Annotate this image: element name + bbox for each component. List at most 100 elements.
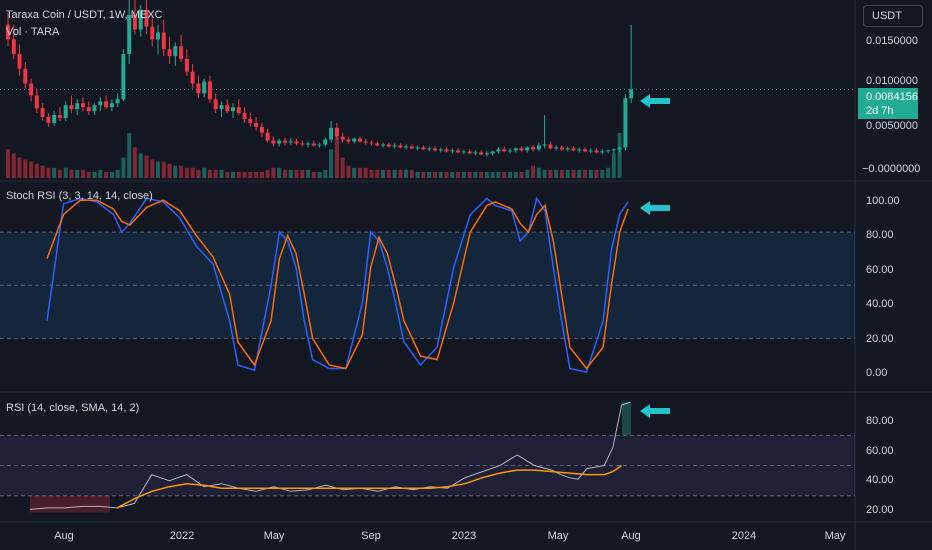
volume-bar bbox=[86, 171, 91, 178]
volume-bar bbox=[127, 133, 132, 178]
volume-bar bbox=[196, 169, 201, 178]
candle-body bbox=[444, 149, 449, 152]
volume-bar bbox=[577, 169, 582, 178]
candle-body bbox=[202, 81, 207, 94]
volume-bar bbox=[311, 171, 316, 178]
candle-body bbox=[421, 147, 426, 150]
candle-body bbox=[479, 152, 484, 155]
time-axis-tick: Aug bbox=[621, 530, 641, 542]
volume-bar bbox=[606, 167, 611, 178]
volume-bar bbox=[444, 171, 449, 178]
volume-bar bbox=[427, 171, 432, 178]
volume-bar bbox=[271, 167, 276, 178]
volume-bar bbox=[144, 155, 149, 178]
candle-body bbox=[115, 99, 120, 104]
candle-body bbox=[98, 101, 103, 106]
candle-body bbox=[277, 140, 282, 144]
candle-body bbox=[392, 145, 397, 147]
candle-body bbox=[623, 98, 628, 148]
candle-body bbox=[427, 148, 432, 150]
candle-body bbox=[81, 103, 85, 108]
volume-bar bbox=[433, 171, 437, 178]
candle-body bbox=[283, 140, 287, 143]
volume-bar bbox=[283, 169, 287, 178]
volume-bar bbox=[381, 169, 385, 178]
volume-bar bbox=[213, 169, 218, 178]
volume-bar bbox=[150, 159, 155, 178]
candle-body bbox=[104, 101, 109, 108]
volume-bar bbox=[138, 153, 143, 178]
volume-bar bbox=[288, 169, 293, 178]
candle-body bbox=[167, 49, 172, 57]
candle-body bbox=[473, 152, 478, 154]
volume-bar bbox=[502, 171, 507, 178]
volume-bar bbox=[92, 171, 97, 178]
candle-body bbox=[433, 148, 437, 151]
volume-bar bbox=[404, 169, 409, 178]
stoch-axis-tick: 100.00 bbox=[866, 195, 900, 207]
candle-body bbox=[583, 149, 587, 152]
volume-bar bbox=[173, 165, 178, 178]
currency-button[interactable]: USDT bbox=[863, 5, 923, 27]
candle-body bbox=[132, 14, 137, 30]
candle-body bbox=[173, 46, 178, 57]
volume-bar bbox=[583, 169, 587, 178]
current-price: 0.0084156 bbox=[866, 91, 918, 103]
candle-body bbox=[329, 127, 334, 140]
volume-bar bbox=[490, 171, 495, 178]
bar-countdown: 2d 7h bbox=[866, 105, 894, 117]
volume-bar bbox=[294, 169, 299, 178]
volume-bar bbox=[306, 169, 310, 178]
candle-body bbox=[559, 147, 564, 150]
candle-body bbox=[352, 138, 357, 142]
volume-bar bbox=[277, 167, 282, 178]
volume-bar bbox=[467, 171, 472, 178]
candle-body bbox=[236, 107, 241, 114]
volume-bar bbox=[6, 149, 10, 178]
candle-body bbox=[11, 39, 16, 55]
rsi-label: RSI (14, close, SMA, 14, 2) bbox=[6, 402, 140, 414]
rsi-oversold-fill bbox=[30, 495, 110, 513]
candle-body bbox=[6, 24, 10, 40]
volume-bar bbox=[242, 171, 247, 178]
volume-bar bbox=[565, 169, 570, 178]
volume-bar bbox=[104, 171, 109, 178]
price-axis-tick: 0.0050000 bbox=[866, 120, 918, 132]
candle-body bbox=[594, 150, 599, 153]
price-axis-tick: −0.0000000 bbox=[862, 163, 921, 175]
time-axis-tick: 2024 bbox=[731, 530, 757, 542]
volume-bar bbox=[588, 169, 593, 178]
current-price-tag: 0.0084156 2d 7h bbox=[858, 88, 918, 119]
candle-body bbox=[184, 59, 189, 72]
candle-body bbox=[438, 149, 443, 151]
candle-body bbox=[409, 146, 414, 149]
rsi-axis-tick: 40.00 bbox=[866, 474, 894, 486]
candle-body bbox=[127, 14, 132, 55]
volume-bar bbox=[17, 157, 22, 178]
time-axis-tick: May bbox=[547, 530, 569, 542]
candle-body bbox=[190, 71, 195, 84]
candle-body bbox=[456, 150, 461, 153]
candle-body bbox=[600, 151, 605, 153]
volume-bar bbox=[317, 171, 322, 178]
candle-body bbox=[531, 147, 536, 150]
candle-body bbox=[231, 107, 235, 112]
candle-body bbox=[179, 46, 184, 60]
candle-body bbox=[565, 148, 570, 150]
volume-bar bbox=[496, 171, 501, 178]
candle-body bbox=[29, 83, 34, 96]
candle-body bbox=[40, 108, 45, 117]
stoch-axis-tick: 20.00 bbox=[866, 333, 894, 345]
stoch-axis-tick: 80.00 bbox=[866, 229, 894, 241]
candle-body bbox=[375, 143, 380, 146]
rsi-axis-tick: 80.00 bbox=[866, 415, 894, 427]
volume-bar bbox=[421, 171, 426, 178]
candle-body bbox=[254, 122, 259, 127]
candle-body bbox=[121, 54, 126, 100]
candle-body bbox=[617, 147, 622, 150]
candle-body bbox=[265, 132, 270, 141]
volume-bar bbox=[519, 171, 524, 178]
rsi-overbought-fill bbox=[622, 402, 631, 436]
candle-body bbox=[317, 144, 322, 146]
volume-bar bbox=[456, 171, 461, 178]
